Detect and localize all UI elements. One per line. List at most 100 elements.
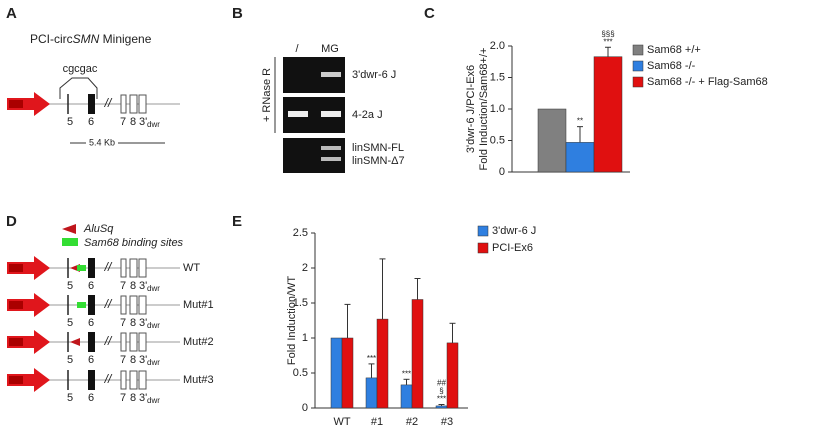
bar [411,299,424,409]
row-label: Mut#2 [183,336,214,348]
y-axis-label: 3'dwr-6 J/PCI-Ex6 [465,65,477,153]
significance: ## [437,379,446,388]
y-tick-label: 0.5 [293,367,308,379]
pci-box [9,100,23,108]
y-tick-label: 1 [302,332,308,344]
exon [120,258,127,278]
exon [88,258,95,278]
legend-label: Sam68 +/+ [647,44,701,56]
legend-swatch [632,44,644,56]
exon-label: 6 [88,317,94,329]
pci-box [9,301,23,309]
x-tick-label: WT [333,416,350,428]
exon-label: dwr [147,284,160,293]
x-tick-label: #3 [441,416,453,428]
row-label: Mut#3 [183,374,214,386]
exon-label: 6 [88,280,94,292]
significance: *** [437,395,446,404]
exon [129,295,138,315]
gel-panel [283,138,345,173]
length-label: 5.4 Kb [89,137,115,147]
legend-label: Sam68 -/- + Flag-Sam68 [647,76,768,88]
legend-label: Sam68 binding sites [84,237,184,249]
exon-label: 8 [130,280,136,292]
exon [138,258,147,278]
exon-label: 8 [130,354,136,366]
exon-label: 5 [67,354,73,366]
y-tick-label: 1.5 [490,71,505,83]
gel [283,57,345,173]
gel-band [288,111,308,117]
exon [138,295,147,315]
exon-label: 6 [88,354,94,366]
y-tick-label: 1.5 [293,297,308,309]
y-tick-label: 0 [302,402,308,414]
exon-label: 7 [120,280,126,292]
exon-label: 8 [130,317,136,329]
bar [341,337,354,409]
significance: *** [603,37,612,46]
exon-label: 8 [130,392,136,404]
legend-label: Sam68 -/- [647,60,696,72]
legend-swatch [632,60,644,72]
promoter-arrow [7,330,50,354]
exon-label: 3' [139,392,147,404]
gel-band [321,72,341,77]
band-label: linSMN-FL [352,142,404,154]
y-tick-label: 2 [302,262,308,274]
motif-bracket [59,77,98,99]
exon [129,332,138,352]
break: // [104,297,113,311]
exon [129,94,138,114]
significance: § [439,387,443,396]
exon [129,258,138,278]
binding-icon [62,238,78,246]
legend-swatch [477,225,489,237]
title-part: PCI-circ [30,32,73,46]
exon [138,332,147,352]
exon-label: dwr [147,358,160,367]
bar [565,142,595,173]
bar [330,337,343,409]
exon-label: dwr [147,321,160,330]
promoter-arrow [7,293,50,317]
exon [120,295,127,315]
panel-label: E [232,213,242,230]
significance: *** [402,369,411,378]
gel-band [321,111,341,117]
exon-label: 7 [120,392,126,404]
exon [88,94,95,114]
alu-icon [62,224,76,234]
lane-label: MG [321,43,339,55]
exon-label: dwr [147,120,160,129]
exon [120,332,127,352]
legend-swatch [632,76,644,88]
alu [70,338,80,346]
significance: ** [577,117,583,126]
title-part: Minigene [99,32,151,46]
exon-label: 7 [120,317,126,329]
binding-site [77,265,86,271]
legend-label: 3'dwr-6 J [492,225,536,237]
break: // [104,96,113,110]
y-tick-label: 2.5 [293,227,308,239]
y-axis-label: Fold Induction/WT [286,276,298,366]
exon [88,332,95,352]
bar [400,384,413,409]
exon-label: 5 [67,280,73,292]
exon [88,370,95,390]
exon [120,94,127,114]
row-label: WT [183,262,200,274]
exon [129,370,138,390]
exon [138,94,147,114]
exon-label: 7 [120,116,126,128]
exon [138,370,147,390]
significance: *** [367,354,376,363]
side-label: + RNase R [261,68,273,122]
gel-band [321,157,341,161]
exon-label: 8 [130,116,136,128]
title-part: SMN [73,32,100,46]
pci-box [9,376,23,384]
promoter-arrow [7,256,50,280]
